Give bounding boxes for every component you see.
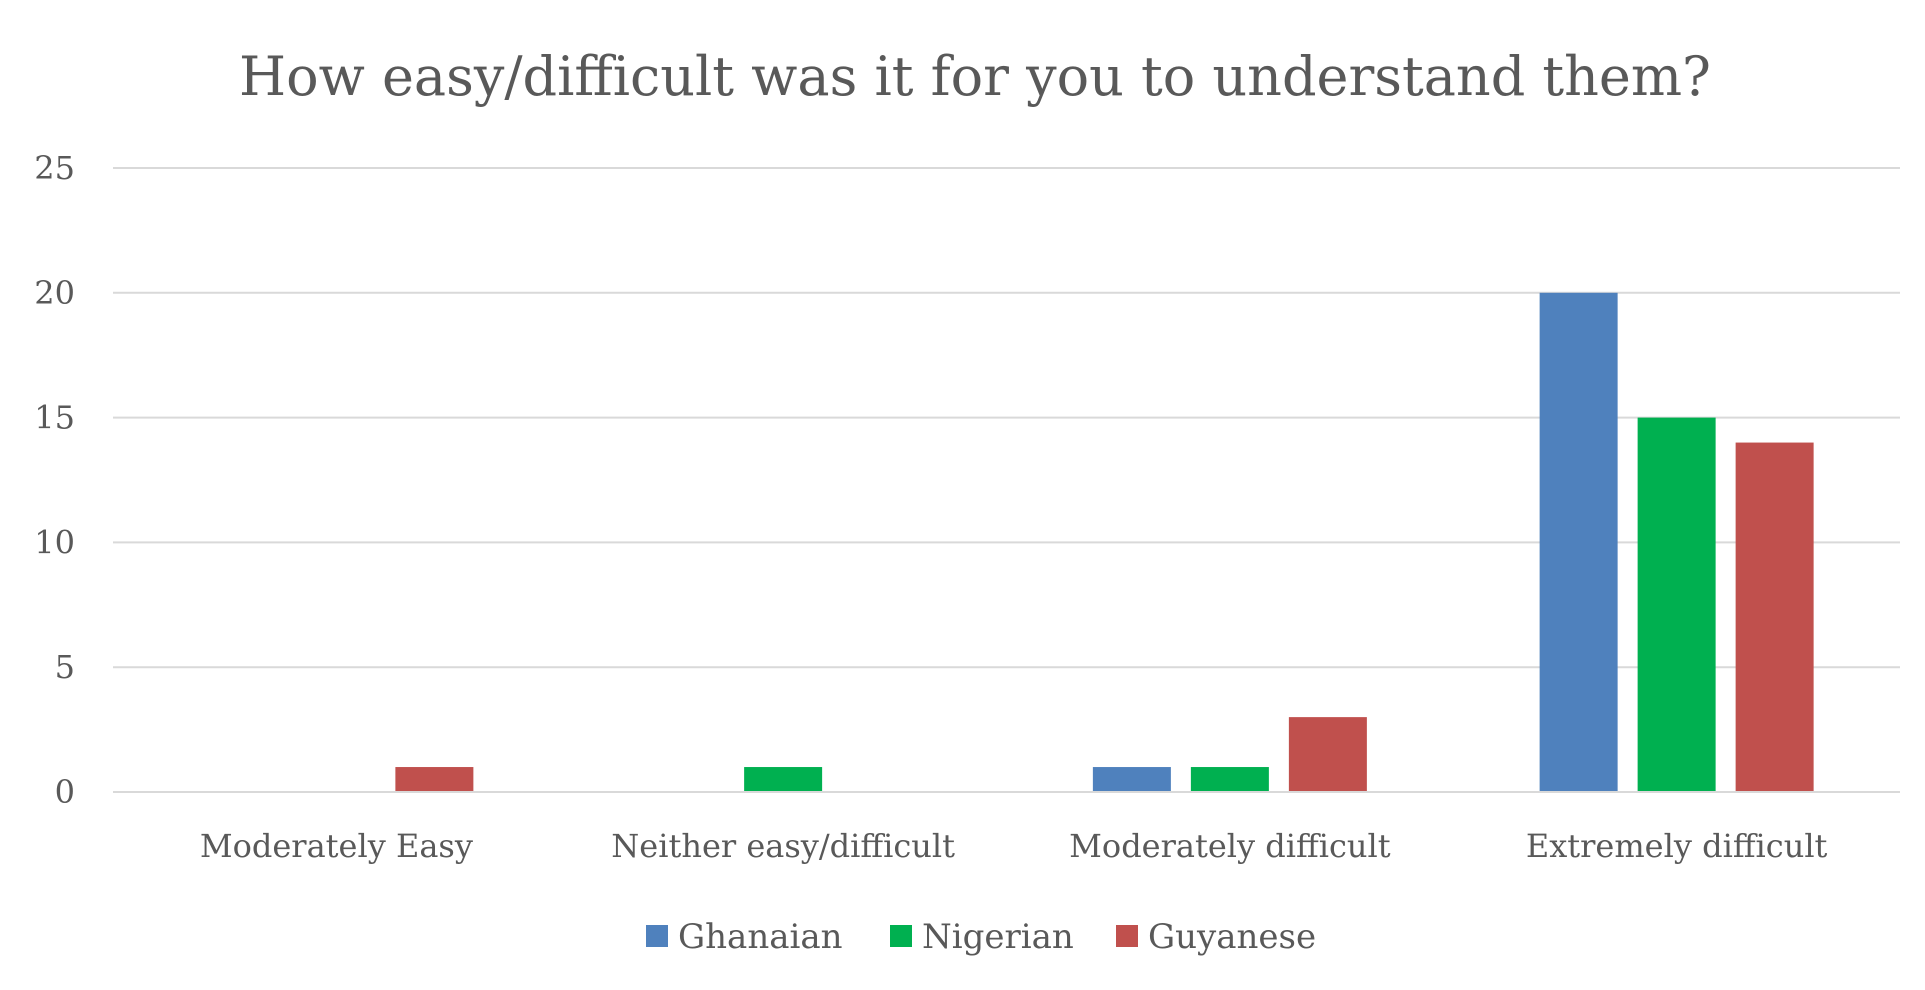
y-tick-label: 0 xyxy=(55,773,75,811)
x-category-label: Moderately Easy xyxy=(200,827,473,865)
bar-ghanaian-3 xyxy=(1539,292,1618,792)
y-axis-ticks: 0 5 10 15 20 25 xyxy=(34,149,75,811)
y-tick-label: 25 xyxy=(34,149,75,187)
legend-swatch-nigerian xyxy=(890,925,912,947)
y-tick-label: 20 xyxy=(34,274,75,312)
chart-title: How easy/difficult was it for you to und… xyxy=(239,45,1711,108)
bar-nigerian-3 xyxy=(1637,417,1716,792)
y-tick-label: 5 xyxy=(55,648,75,686)
bar-nigerian-1 xyxy=(744,767,823,792)
legend-label-ghanaian: Ghanaian xyxy=(678,917,843,957)
legend-label-nigerian: Nigerian xyxy=(922,917,1074,957)
gridlines xyxy=(113,167,1900,793)
bars xyxy=(113,292,1900,793)
bar-guyanese-3 xyxy=(1735,442,1814,792)
x-category-label: Extremely difficult xyxy=(1526,827,1828,865)
y-tick-label: 15 xyxy=(34,399,75,437)
bar-guyanese-0 xyxy=(395,767,474,792)
bar-guyanese-2 xyxy=(1288,717,1367,792)
y-tick-label: 10 xyxy=(34,523,75,561)
legend-swatch-guyanese xyxy=(1116,925,1138,947)
x-axis-labels: Moderately Easy Neither easy/difficult Mod… xyxy=(200,827,1828,865)
bar-ghanaian-2 xyxy=(1092,767,1171,792)
legend-label-guyanese: Guyanese xyxy=(1148,917,1316,957)
legend: Ghanaian Nigerian Guyanese xyxy=(646,917,1316,957)
legend-swatch-ghanaian xyxy=(646,925,668,947)
x-category-label: Neither easy/difficult xyxy=(611,827,955,865)
bar-nigerian-2 xyxy=(1190,767,1269,792)
x-category-label: Moderately difficult xyxy=(1069,827,1391,865)
